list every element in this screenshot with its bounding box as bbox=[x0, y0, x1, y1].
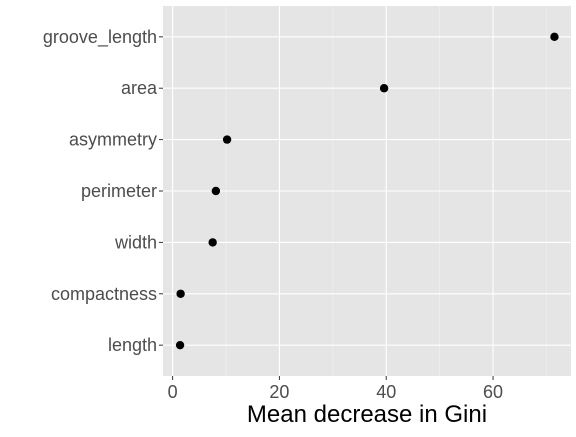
x-tick-label: 20 bbox=[269, 382, 289, 402]
data-point-asymmetry bbox=[222, 135, 232, 144]
y-tick-label-area: area bbox=[121, 78, 158, 98]
y-tick-label-compactness: compactness bbox=[51, 284, 157, 304]
data-point-perimeter bbox=[211, 186, 221, 196]
major-gridlines bbox=[163, 6, 571, 376]
data-point-groove-length bbox=[550, 32, 559, 42]
y-tick-label-groove-length: groove_length bbox=[43, 27, 157, 48]
y-tick-label-length: length bbox=[108, 335, 157, 355]
data-point-width bbox=[208, 238, 217, 247]
data-point-length bbox=[175, 340, 185, 350]
y-tick-label-width: width bbox=[114, 232, 157, 252]
x-axis-title: Mean decrease in Gini bbox=[247, 401, 487, 428]
data-point-compactness bbox=[176, 289, 185, 298]
data-point-area bbox=[379, 84, 389, 93]
y-tick-label-asymmetry: asymmetry bbox=[69, 130, 157, 150]
data-points bbox=[175, 32, 559, 350]
y-tick-label-perimeter: perimeter bbox=[81, 181, 157, 201]
x-tick-label: 40 bbox=[376, 382, 396, 402]
x-tick-label: 60 bbox=[483, 382, 503, 402]
x-axis: 0 20 40 60 bbox=[168, 376, 503, 402]
x-tick-label: 0 bbox=[168, 382, 178, 402]
